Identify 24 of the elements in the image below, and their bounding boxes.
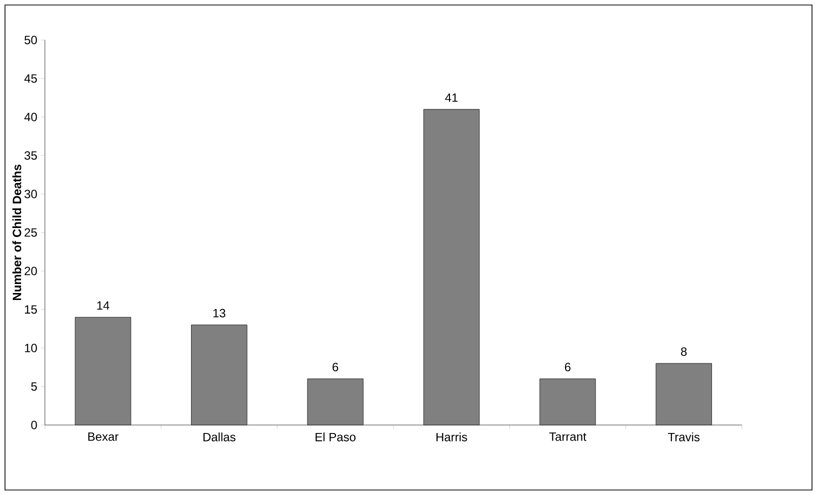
y-tick-label: 45	[24, 74, 37, 83]
x-tick-label: Tarrant	[549, 432, 586, 441]
x-tick-label: Travis	[668, 432, 700, 442]
y-tick-label: 50	[24, 36, 37, 44]
x-tick-label: Dallas	[203, 432, 236, 442]
y-tick-label: 40	[24, 112, 37, 122]
y-tick-label: 35	[24, 151, 37, 160]
y-tick-label: 15	[24, 305, 37, 314]
y-tick-label: 5	[31, 382, 37, 391]
data-label: 6	[564, 362, 570, 372]
data-label: 41	[445, 94, 458, 102]
y-tick-label: 10	[24, 344, 37, 352]
data-label: 6	[332, 362, 338, 372]
y-tick-label: 20	[24, 266, 37, 276]
x-tick-label: Harris	[436, 432, 468, 442]
x-tick-label: Bexar	[88, 432, 118, 441]
y-axis-title: Number of Child Deaths	[12, 164, 22, 300]
x-tick-label: El Paso	[316, 432, 356, 442]
y-tick-label: 30	[24, 190, 37, 198]
y-tick-label: 0	[31, 420, 37, 430]
data-label: 14	[97, 301, 110, 310]
y-tick-label: 25	[24, 228, 37, 237]
data-label: 13	[213, 308, 226, 318]
data-label: 8	[681, 347, 687, 356]
